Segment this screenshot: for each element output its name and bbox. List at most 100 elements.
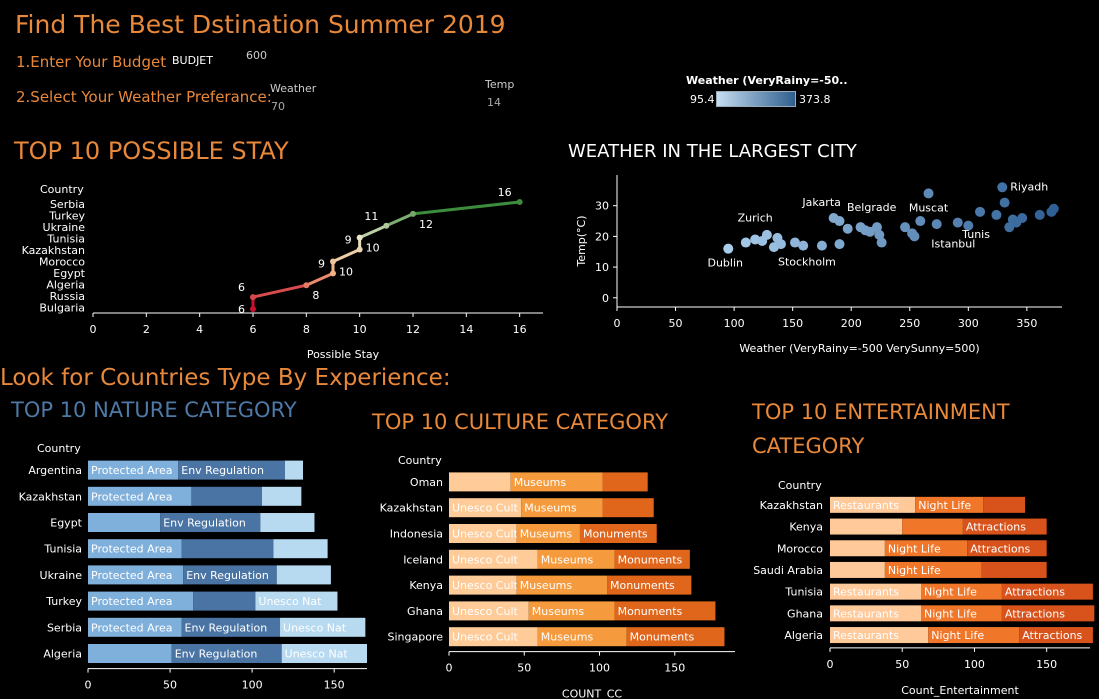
culture-bar-segment	[449, 472, 511, 492]
culture-bar-segment	[449, 524, 517, 543]
nature-country-label: Serbia	[47, 621, 82, 634]
nature-section-title: TOP 10 NATURE CATEGORY	[11, 398, 297, 422]
stay-section-title: TOP 10 POSSIBLE STAY	[14, 137, 289, 165]
stay-country-label: Serbia	[50, 198, 85, 211]
nature-bar-segment	[191, 486, 262, 506]
nature-bar-segment	[88, 486, 192, 506]
weather-point	[997, 182, 1008, 193]
culture-country-label: Ghana	[407, 605, 443, 618]
weather-point	[871, 222, 882, 233]
budget-input[interactable]: 600	[246, 49, 267, 62]
culture-country-label: Singapore	[388, 631, 444, 644]
temp-input[interactable]: 14	[487, 96, 501, 109]
weather-section-title: WEATHER IN THE LARGEST CITY	[568, 141, 857, 162]
entertainment-bar-segment	[928, 627, 1020, 644]
stay-point	[303, 282, 310, 289]
culture-bar-segment	[579, 524, 657, 543]
nature-bar-segment	[88, 513, 161, 532]
culture-row-header: Country	[398, 454, 442, 467]
weather-city-label: Jakarta	[801, 196, 840, 209]
nature-bar-segment	[88, 591, 194, 611]
weather-point	[834, 239, 845, 250]
weather-point	[740, 237, 751, 248]
entertainment-bar-segment	[921, 605, 1002, 622]
stay-country-label: Turkey	[48, 209, 85, 222]
weather-point	[790, 237, 800, 248]
stay-x-tick-label: 14	[459, 323, 473, 336]
weather-x-tick-label: 300	[958, 317, 979, 330]
culture-bar-segment	[449, 575, 517, 595]
weather-point	[761, 229, 772, 240]
entertainment-segment-label: Restaurants	[833, 607, 899, 620]
culture-x-tick-label: 150	[664, 662, 685, 675]
nature-bar-segment	[193, 591, 256, 611]
weather-x-tick-label: 150	[782, 317, 803, 330]
weather-city-label: Zurich	[738, 211, 773, 224]
nature-segment-label: Protected Area	[91, 543, 172, 556]
nature-bar-segment	[181, 617, 281, 637]
stay-line-segment	[305, 271, 334, 287]
culture-segment-label: Unesco Cult	[452, 502, 519, 515]
entertainment-section-title: TOP 10 ENTERTAINMENT	[752, 400, 1010, 424]
stay-country-label: Ukraine	[43, 221, 86, 234]
nature-bar-segment	[255, 591, 338, 611]
culture-bar-segment	[614, 601, 716, 621]
culture-segment-label: Unesco Cult	[452, 579, 519, 592]
culture-segment-label: Museums	[514, 476, 567, 489]
culture-bar-segment	[537, 549, 615, 569]
culture-section-title: TOP 10 CULTURE CATEGORY	[372, 410, 669, 434]
entertainment-bar-segment	[830, 540, 885, 557]
entertainment-bar-segment	[981, 561, 1047, 578]
entertainment-bar-segment	[915, 496, 984, 513]
entertainment-country-label: Kenya	[789, 521, 823, 534]
nature-country-label: Argentina	[28, 464, 82, 477]
nature-country-label: Egypt	[50, 517, 82, 530]
entertainment-segment-label: Attractions	[966, 521, 1026, 534]
entertainment-bar-segment	[830, 496, 916, 513]
culture-segment-label: Monuments	[583, 528, 648, 541]
weather-city-label: Muscat	[909, 201, 949, 214]
culture-bar-segment	[449, 627, 538, 647]
stay-point	[383, 222, 390, 229]
entertainment-row-header: Country	[778, 479, 822, 492]
nature-bar-segment	[88, 644, 172, 663]
weather-x-tick-label: 350	[1016, 317, 1037, 330]
entertainment-x-tick-label: 0	[827, 658, 834, 671]
culture-country-label: Kazakhstan	[380, 502, 443, 515]
stay-line-segment	[252, 283, 307, 299]
weather-city-label: Tunis	[961, 228, 990, 241]
entertainment-x-axis-title: Count_Entertainment	[901, 684, 1019, 697]
culture-country-label: Iceland	[403, 553, 443, 566]
culture-bar-segment	[449, 601, 529, 621]
weather-point	[915, 216, 926, 227]
entertainment-bar-segment	[1019, 627, 1093, 644]
nature-x-tick-label: 100	[242, 679, 263, 692]
culture-bar-segment	[528, 601, 615, 621]
stay-point	[250, 294, 256, 301]
entertainment-segment-label: Restaurants	[833, 586, 899, 599]
entertainment-bar-segment	[830, 583, 921, 600]
nature-bar-segment	[160, 513, 261, 532]
nature-country-label: Kazakhstan	[19, 490, 82, 503]
entertainment-bar-segment	[884, 540, 968, 557]
entertainment-segment-label: Night Life	[888, 542, 941, 555]
stay-point	[330, 270, 336, 277]
stay-country-label: Algeria	[46, 278, 85, 291]
weather-point	[1034, 209, 1045, 220]
weather-city-label: Istanbul	[931, 238, 975, 251]
culture-segment-label: Monuments	[630, 631, 695, 644]
stay-point	[410, 210, 416, 217]
stay-x-tick-label: 4	[196, 323, 203, 336]
weather-point	[952, 217, 963, 228]
weather-point	[991, 209, 1002, 220]
nature-bar-segment	[88, 617, 182, 637]
weather-y-tick-label: 10	[595, 261, 609, 274]
entertainment-bar-segment	[830, 518, 903, 535]
entertainment-bar-segment	[830, 561, 885, 578]
weather-input[interactable]: 70	[271, 100, 285, 113]
entertainment-bar-segment	[962, 518, 1047, 535]
weather-city-label: Dublin	[707, 257, 743, 270]
entertainment-segment-label: Attractions	[1005, 607, 1065, 620]
culture-segment-label: Museums	[524, 502, 577, 515]
